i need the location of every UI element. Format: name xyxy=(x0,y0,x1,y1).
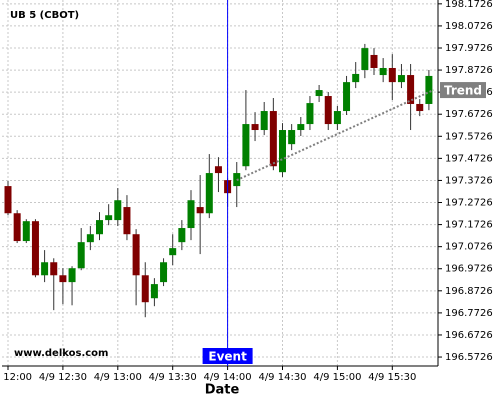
x-tick-label: 4/9 13:30 xyxy=(149,372,197,383)
candle-body xyxy=(370,54,378,68)
x-tick-label: 4/9 12:30 xyxy=(39,372,87,383)
y-tick-label: 196.5726 xyxy=(445,352,493,363)
x-tick-label: 4/9 14:00 xyxy=(204,372,252,383)
candle-body xyxy=(31,221,39,276)
candle-body xyxy=(425,75,433,104)
candle-body xyxy=(388,67,396,83)
candle-body xyxy=(379,67,387,76)
candle-body xyxy=(315,90,323,97)
candle-body xyxy=(288,130,296,145)
trend-label-box xyxy=(440,82,486,99)
candle-body xyxy=(306,103,314,125)
candle-body xyxy=(59,275,67,283)
candle-body xyxy=(416,103,424,112)
candle-body xyxy=(77,242,85,269)
watermark: www.delkos.com xyxy=(14,348,108,359)
y-tick-label: 197.9726 xyxy=(445,43,493,54)
candle-body xyxy=(123,207,131,235)
y-tick-label: 197.4726 xyxy=(445,153,493,164)
y-tick-label: 197.8726 xyxy=(445,65,493,76)
candle-body xyxy=(187,200,195,229)
candle-body xyxy=(178,228,186,243)
y-tick-label: 197.1726 xyxy=(445,220,493,231)
candle-body xyxy=(205,173,213,214)
candle-body xyxy=(150,284,158,299)
y-tick-label: 196.9726 xyxy=(445,264,493,275)
x-tick-label: 4/9 15:00 xyxy=(313,372,361,383)
y-tick-label: 197.3726 xyxy=(445,175,493,186)
x-tick-label: 4/9 14:30 xyxy=(258,372,306,383)
candle-body xyxy=(251,124,259,131)
y-tick-label: 196.8726 xyxy=(445,286,493,297)
candle-body xyxy=(41,262,49,276)
event-label-box xyxy=(202,348,253,364)
y-tick-label: 197.0726 xyxy=(445,242,493,253)
candle-body xyxy=(214,166,222,174)
candle-body xyxy=(86,234,94,243)
plot-area xyxy=(2,0,438,366)
candle-body xyxy=(352,73,360,83)
candle-body xyxy=(141,275,149,303)
candle-body xyxy=(407,75,415,104)
y-tick-label: 197.5726 xyxy=(445,131,493,142)
candle-body xyxy=(160,262,168,283)
y-tick-label: 198.1726 xyxy=(445,0,493,10)
candle-body xyxy=(96,220,103,235)
trend-label: Trend xyxy=(444,84,482,98)
candle-body xyxy=(269,111,277,167)
candle-body xyxy=(4,186,12,214)
y-tick-label: 197.6726 xyxy=(445,109,493,120)
candle-body xyxy=(114,200,122,221)
candle-body xyxy=(132,234,140,276)
x-tick-label: 4/9 12:00 xyxy=(0,372,32,383)
candle-body xyxy=(324,96,332,125)
candle-body xyxy=(333,111,341,125)
candle-body xyxy=(50,262,58,276)
candle-body xyxy=(169,248,177,256)
event-label: Event xyxy=(208,350,247,364)
candle-body xyxy=(397,75,405,83)
x-tick-label: 4/9 13:00 xyxy=(94,372,142,383)
chart-title: UB 5 (CBOT) xyxy=(10,10,79,21)
y-tick-label: 196.7726 xyxy=(445,308,493,319)
candle-body xyxy=(242,124,250,167)
x-axis-label: Date xyxy=(205,383,240,398)
candle-body xyxy=(260,111,268,131)
candle-body xyxy=(105,215,113,221)
candle-body xyxy=(297,124,305,131)
candle-body xyxy=(343,82,351,112)
candle-body xyxy=(13,213,21,242)
y-tick-label: 197.2726 xyxy=(445,198,493,209)
candle-body xyxy=(22,221,30,242)
candle-body xyxy=(196,207,204,214)
x-tick-label: 4/9 15:30 xyxy=(368,372,416,383)
y-tick-label: 196.6726 xyxy=(445,330,493,341)
candle-body xyxy=(361,48,369,70)
y-tick-label: 198.0726 xyxy=(445,21,493,32)
trend-line xyxy=(236,89,434,182)
candle-body xyxy=(68,268,76,283)
candle-body xyxy=(279,130,286,173)
